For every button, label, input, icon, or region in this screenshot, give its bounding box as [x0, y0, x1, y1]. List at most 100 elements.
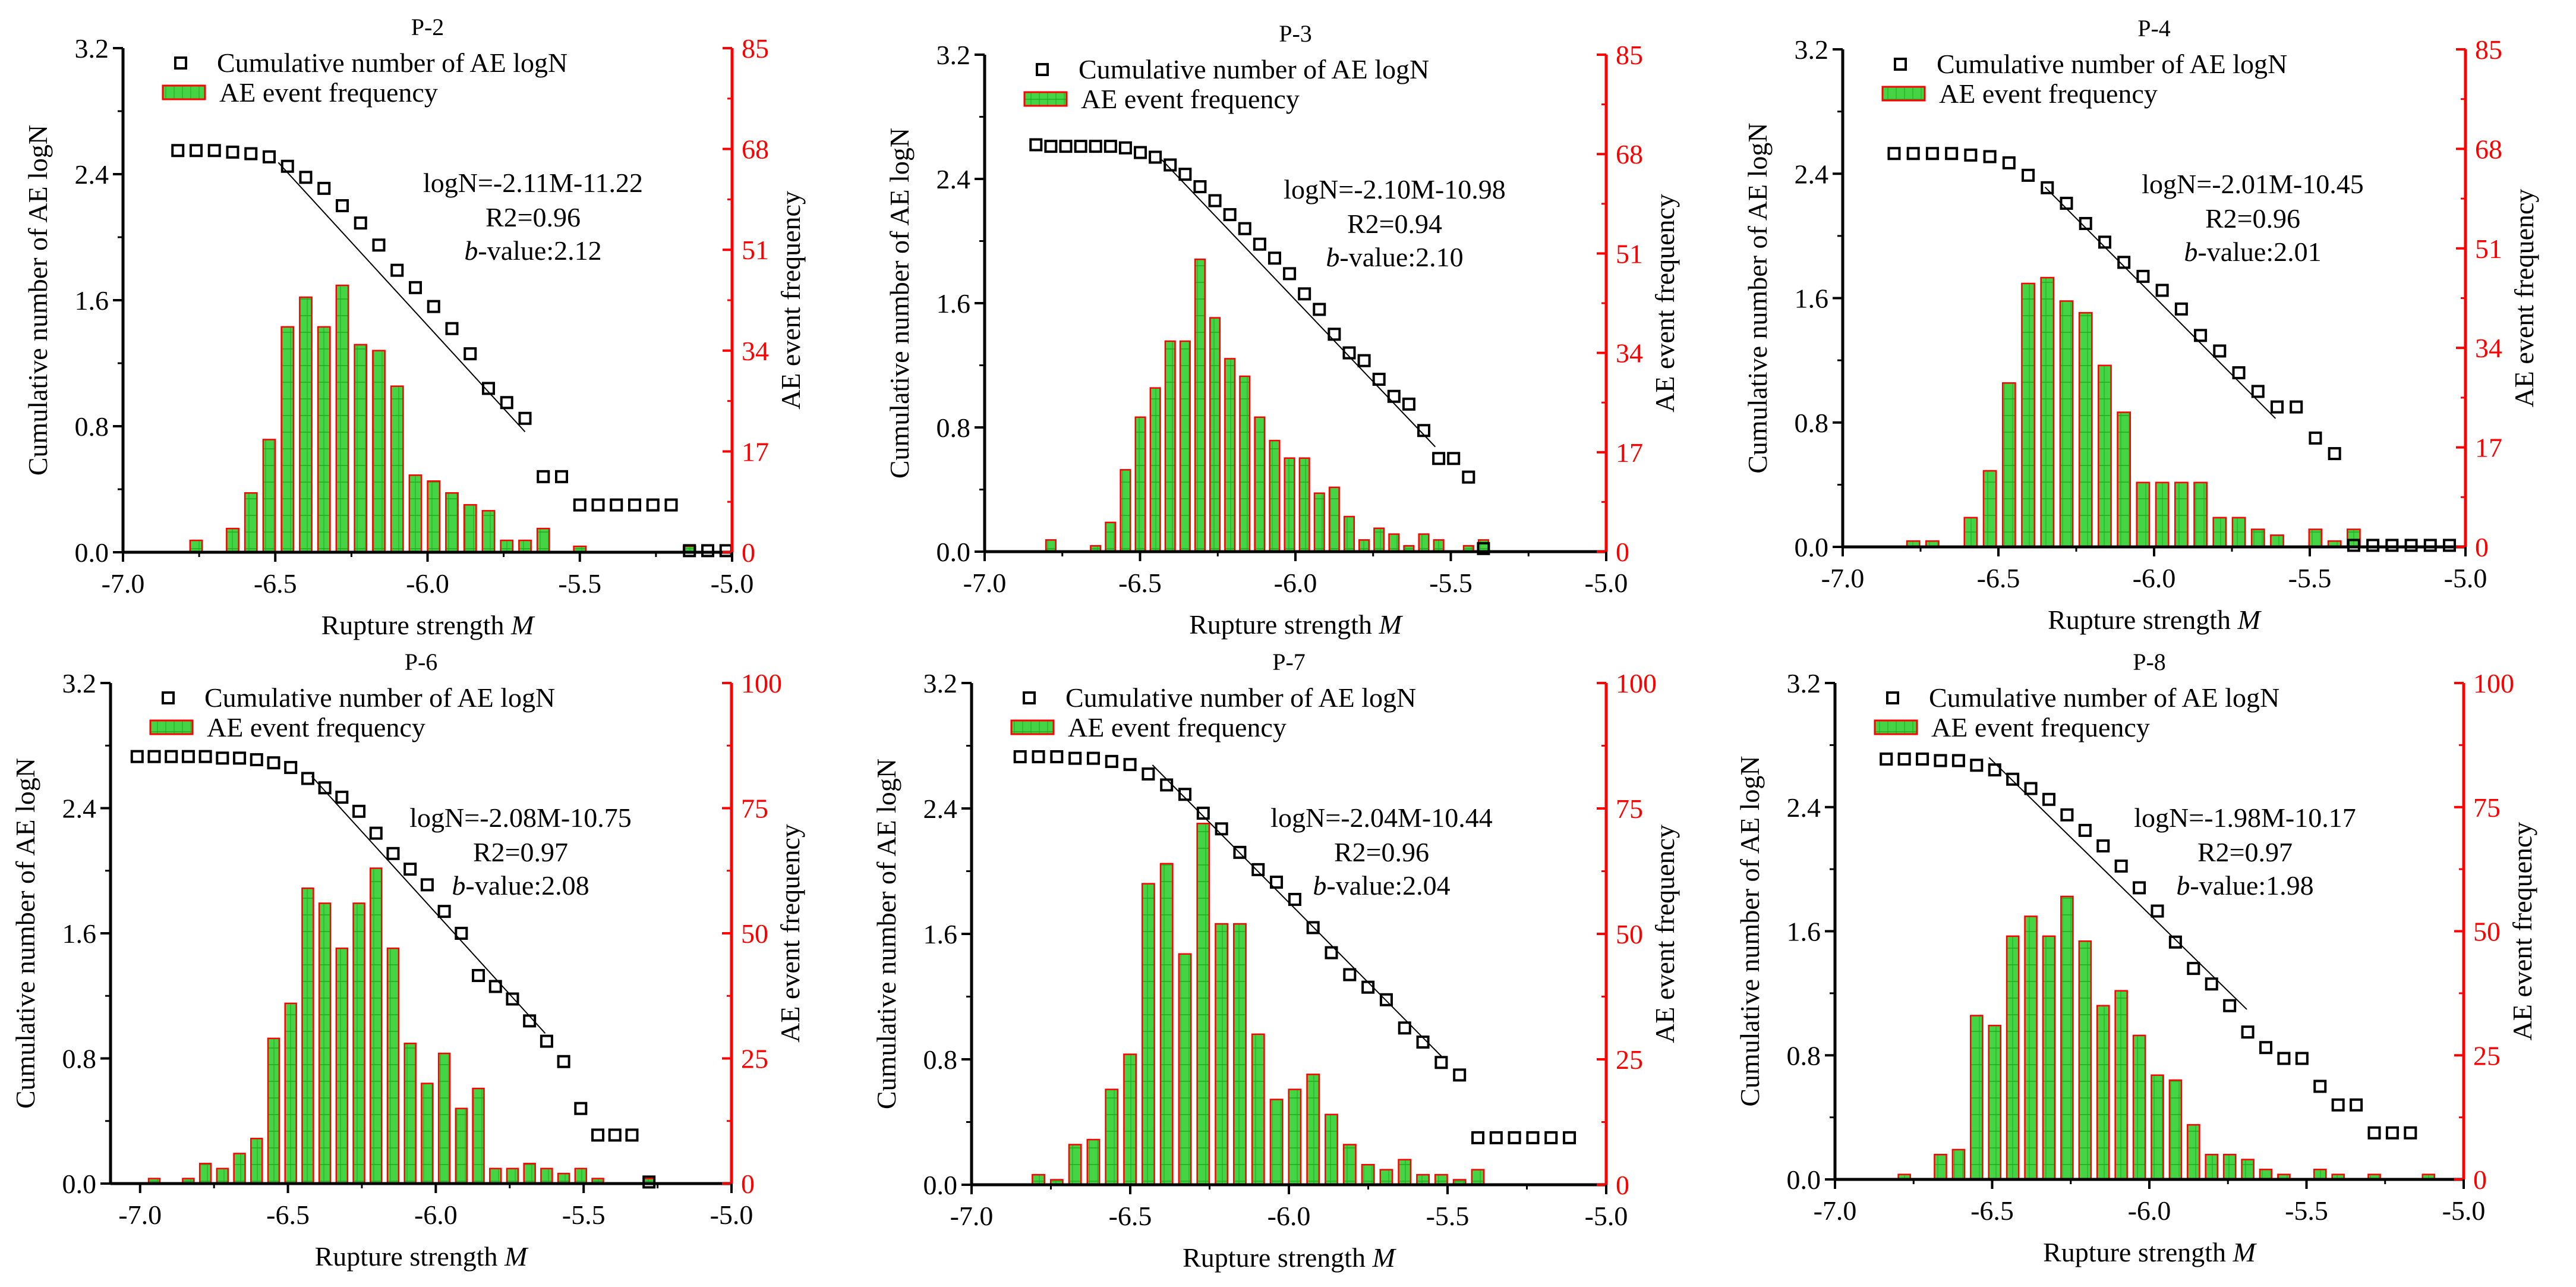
fit-line	[2044, 187, 2277, 419]
frequency-bar	[299, 296, 313, 553]
frequency-bar	[1988, 1024, 2002, 1181]
cumulative-marker	[555, 470, 568, 483]
frequency-bar	[2078, 940, 2092, 1181]
frequency-bar	[372, 350, 386, 553]
cumulative-markers	[1013, 750, 1577, 1144]
frequency-bar	[2132, 1034, 2146, 1181]
panel-p-3: P-3 0.0 0.8 1.6 2.4 3.2 0 17 34 51 68 85 -7.0 -6.5 -6.…	[884, 20, 1680, 640]
legend-label-cumulative: Cumulative number of AE logN	[1937, 49, 2287, 79]
r-squared: R2=0.97	[473, 837, 568, 867]
frequency-bar	[1209, 317, 1221, 553]
y-tick-label: 2.4	[1787, 792, 1821, 823]
cumulative-marker	[299, 171, 313, 184]
cumulative-marker	[171, 144, 185, 158]
legend-marker-icon	[1036, 63, 1049, 76]
y-axis-title: Cumulative number of AE logN	[871, 759, 901, 1109]
frequency-bar	[335, 284, 349, 553]
cumulative-marker	[427, 300, 440, 313]
cumulative-marker	[1945, 147, 1959, 161]
cumulative-marker	[1417, 424, 1430, 438]
frequency-bar	[2222, 1154, 2237, 1181]
cumulative-marker	[1086, 751, 1100, 765]
frequency-bar	[250, 1137, 263, 1185]
y-axis-title: Cumulative number of AE logN	[1735, 756, 1765, 1106]
frequency-bar	[2193, 482, 2208, 548]
cumulative-marker	[216, 751, 229, 765]
cumulative-marker	[1193, 180, 1207, 194]
cumulative-marker	[1563, 1131, 1577, 1144]
cumulative-marker	[301, 772, 314, 785]
x-tick-label: -7.0	[102, 568, 145, 599]
y-tick-label: 1.6	[923, 919, 958, 949]
cumulative-marker	[2114, 859, 2128, 873]
y-axis-title: Cumulative number of AE logN	[1742, 122, 1773, 473]
y2-tick-label: 85	[742, 33, 769, 64]
frequency-bar	[1134, 416, 1146, 553]
frequency-bar	[1179, 340, 1191, 553]
frequency-bar	[2078, 311, 2093, 548]
y2-tick-label: 17	[742, 436, 769, 467]
cumulative-marker	[664, 498, 678, 512]
frequency-bar	[2241, 1159, 2255, 1181]
cumulative-marker	[506, 992, 519, 1006]
frequency-bar	[421, 1083, 434, 1185]
panel-title: P-2	[411, 14, 444, 40]
cumulative-marker	[1357, 354, 1371, 367]
cumulative-marker	[2060, 808, 2074, 822]
cumulative-marker	[1251, 863, 1265, 876]
panel-p-2: P-2 0.0 0.8 1.6 2.4 3.2 0 17 34 51 68 85 -7.0 -6.5 -6.…	[23, 14, 806, 640]
x-tick-label: -5.5	[2288, 563, 2332, 593]
y2-axis-title: AE event frequency	[775, 191, 806, 410]
frequency-bar	[1982, 470, 1997, 548]
cumulative-marker	[335, 791, 349, 804]
cumulative-marker	[2259, 1041, 2272, 1055]
cumulative-marker	[1372, 373, 1386, 386]
x-tick-label: -5.0	[2442, 1195, 2486, 1226]
cumulative-marker	[147, 750, 161, 763]
frequency-bar	[1045, 539, 1057, 553]
cumulative-marker	[646, 498, 660, 512]
y2-tick-label: 100	[741, 668, 782, 698]
frequency-bar	[1328, 486, 1340, 553]
y2-tick-label: 50	[741, 918, 768, 949]
cumulative-marker	[250, 753, 263, 766]
y-tick-label: 3.2	[75, 33, 109, 64]
fit-equation: logN=-1.98M-10.17	[2134, 803, 2356, 833]
y2-axis-title: AE event frequency	[2509, 189, 2539, 408]
frequency-bar	[1433, 539, 1445, 553]
y-tick-label: 2.4	[937, 164, 971, 194]
y2-tick-label: 17	[1616, 438, 1643, 468]
y-tick-label: 3.2	[923, 668, 958, 698]
y-axis-title: Cumulative number of AE logN	[10, 758, 40, 1109]
cumulative-marker	[1447, 452, 1461, 465]
cumulative-marker	[1887, 147, 1901, 161]
y2-tick-label: 75	[741, 794, 768, 824]
frequency-bar	[2060, 895, 2074, 1181]
legend-marker-icon	[162, 691, 175, 704]
frequency-bar	[2270, 534, 2284, 548]
frequency-bar	[1178, 953, 1192, 1186]
cumulative-marker	[2347, 539, 2360, 552]
legend-label-frequency: AE event frequency	[1068, 712, 1287, 742]
frequency-bar	[335, 948, 349, 1185]
frequency-bar	[2117, 411, 2132, 548]
y2-tick-label: 68	[1616, 139, 1643, 169]
cumulative-marker	[1925, 147, 1939, 161]
frequency-bar	[2059, 300, 2074, 548]
panels: P-2 0.0 0.8 1.6 2.4 3.2 0 17 34 51 68 85 -7.0 -6.5 -6.…	[10, 14, 2539, 1273]
frequency-bar	[1934, 1154, 1947, 1181]
cumulative-marker	[701, 544, 714, 558]
cumulative-marker	[1398, 1021, 1411, 1035]
cumulative-marker	[2002, 156, 2016, 169]
cumulative-marker	[130, 750, 144, 763]
legend-marker-icon	[1886, 691, 1899, 704]
y2-tick-label: 25	[741, 1044, 768, 1074]
cumulative-marker	[352, 804, 366, 818]
cumulative-marker	[2404, 539, 2418, 552]
frequency-bar	[2096, 1005, 2110, 1181]
cumulative-marker	[642, 1175, 656, 1189]
b-value: b-value:1.98	[2176, 870, 2313, 901]
cumulative-marker	[523, 1014, 537, 1028]
y-tick-label: 0.0	[1787, 1165, 1821, 1195]
